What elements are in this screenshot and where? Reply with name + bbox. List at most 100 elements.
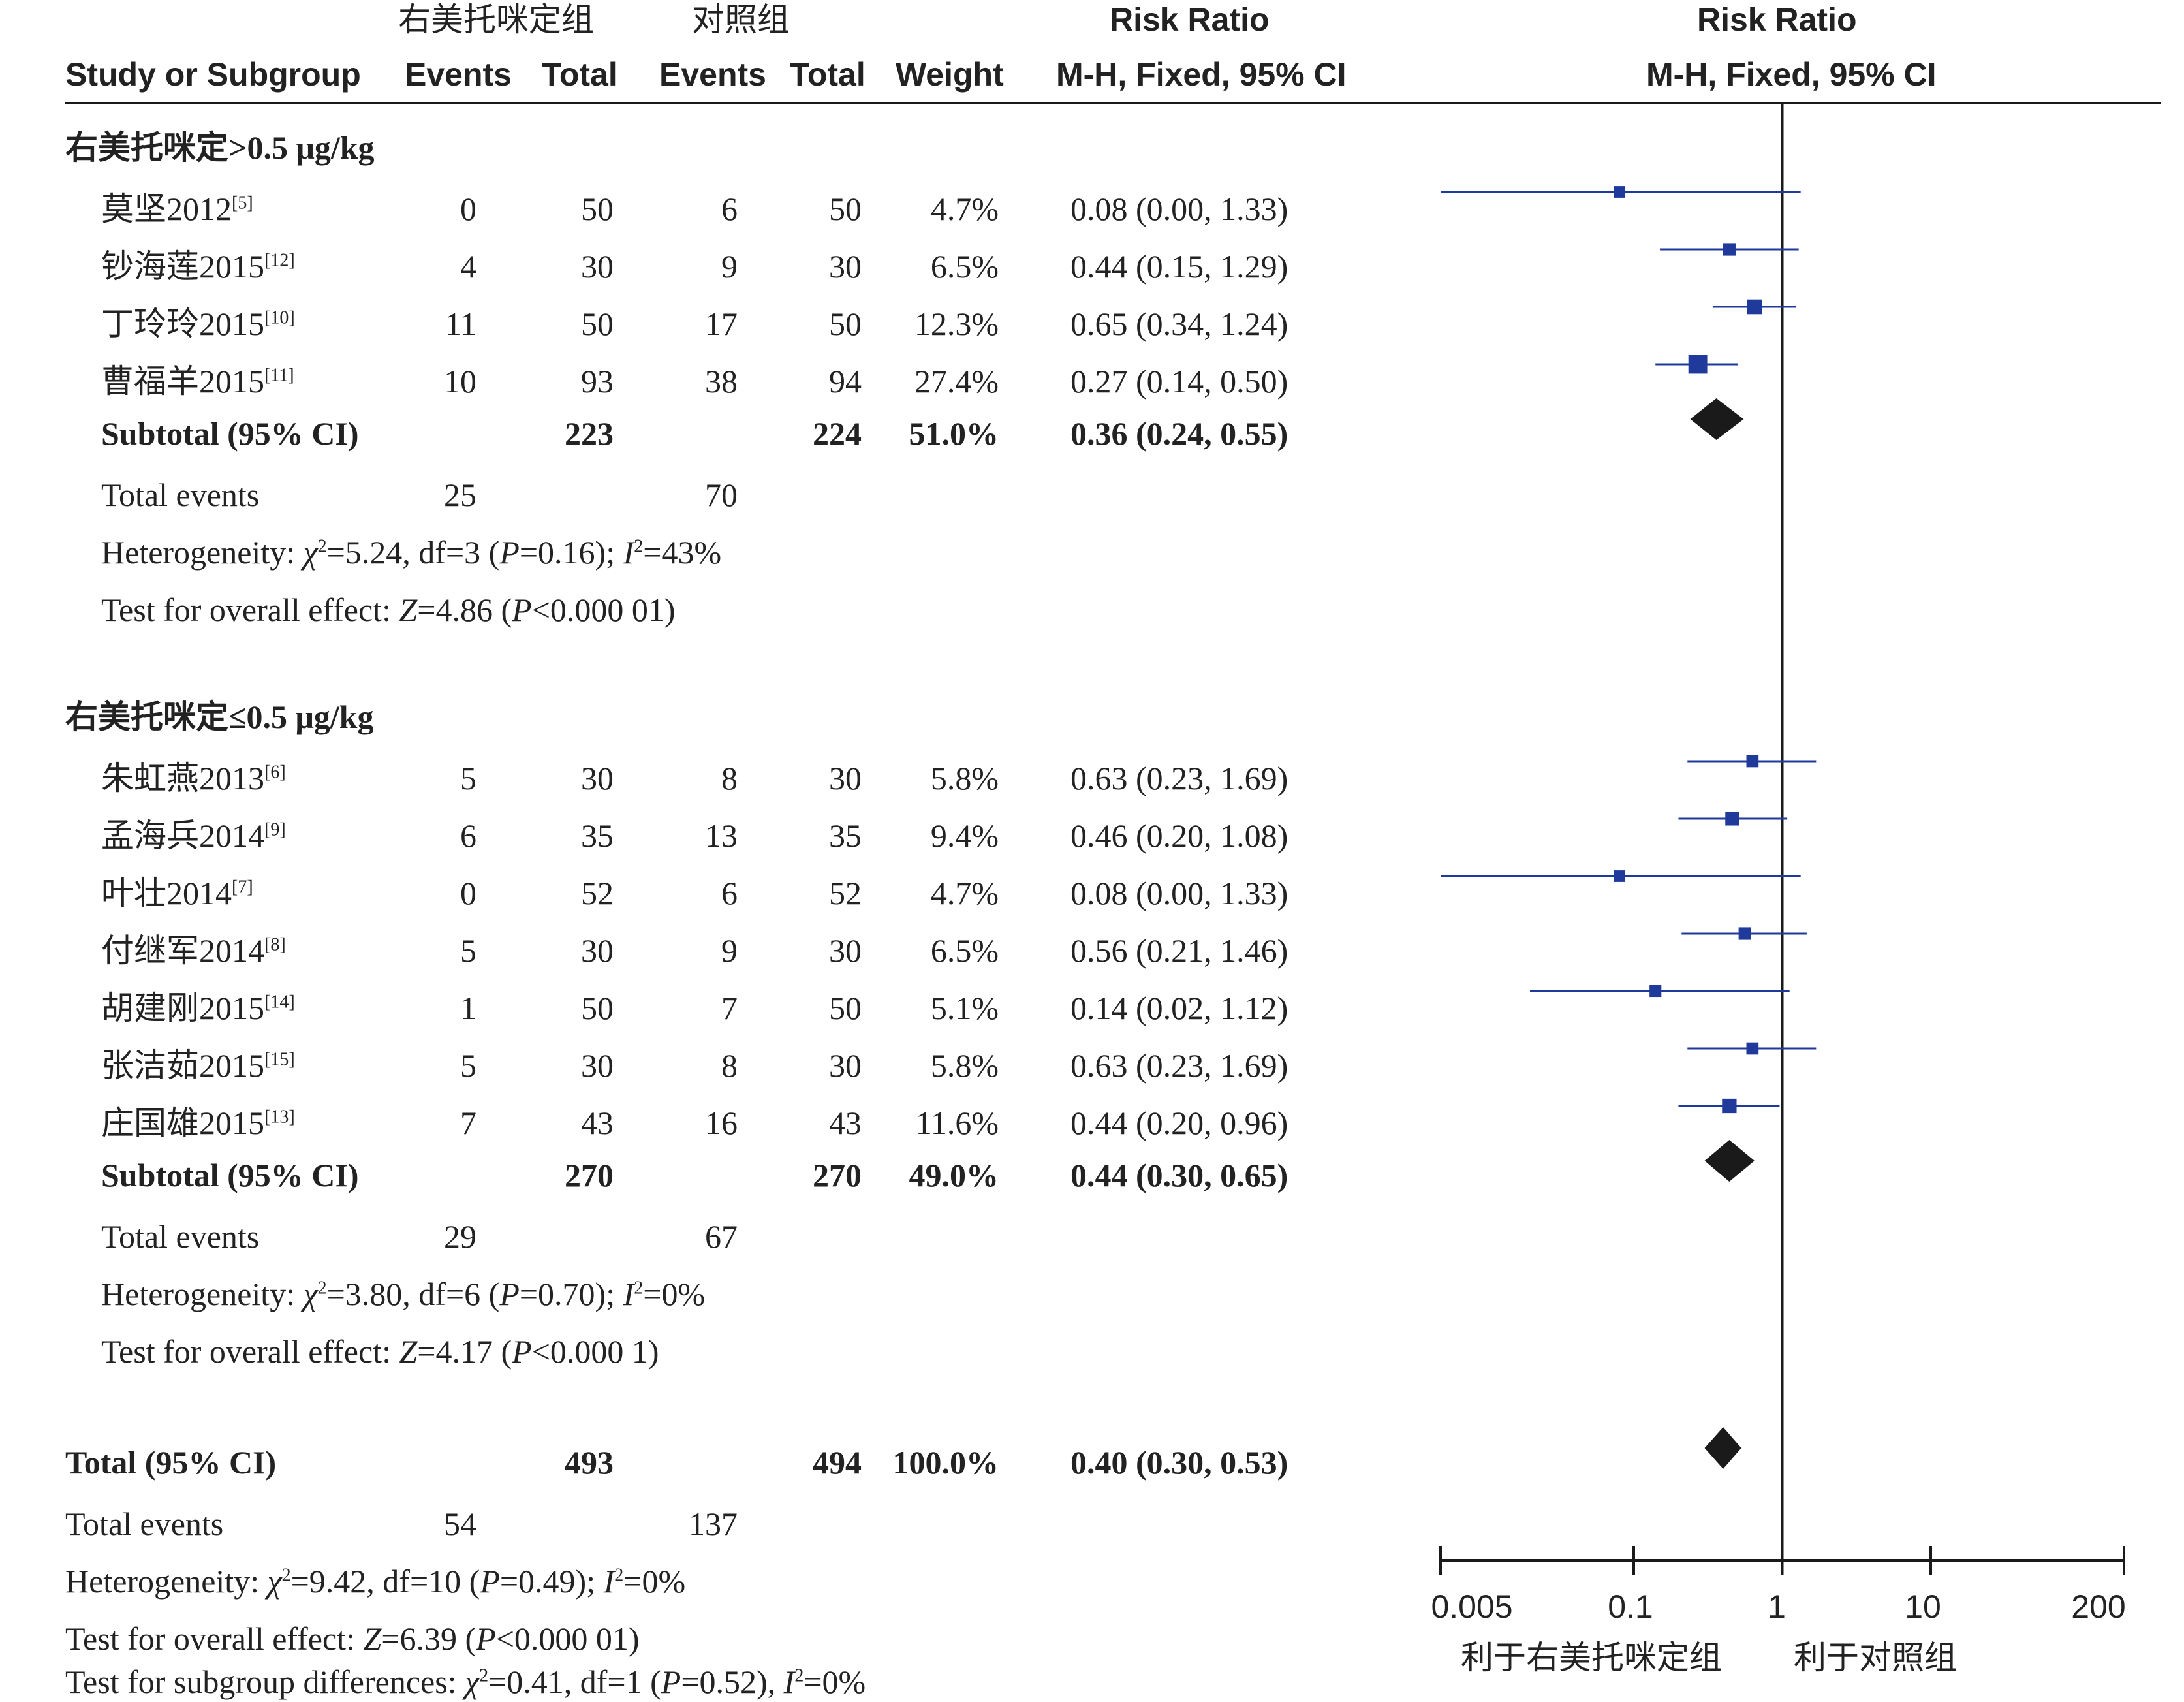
subtotal-weight: 49.0%	[909, 1157, 999, 1193]
risk-ratio-ci: 0.56 (0.21, 1.46)	[1070, 932, 1288, 969]
overall-events-treatment: 54	[444, 1505, 476, 1542]
events-control: 9	[721, 932, 738, 969]
axis-tick-label: 0.1	[1608, 1588, 1653, 1625]
study-point	[1738, 927, 1751, 940]
weight: 4.7%	[930, 875, 999, 911]
weight: 5.8%	[930, 760, 999, 796]
events-treatment: 7	[460, 1105, 476, 1141]
risk-ratio-ci: 0.08 (0.00, 1.33)	[1070, 191, 1288, 227]
total-control: 30	[829, 932, 862, 969]
subtotal-weight: 51.0%	[909, 415, 999, 452]
total-total-treatment: 493	[565, 1444, 614, 1481]
study-point	[1614, 870, 1625, 882]
study-name: 丁玲玲2015[10]	[101, 306, 295, 342]
total-control: 30	[829, 1047, 862, 1084]
study-name: 曹福羊2015[11]	[101, 363, 294, 400]
col-total1-header: Total	[542, 56, 617, 93]
total-treatment: 30	[581, 760, 614, 796]
study-name: 钞海莲2015[12]	[101, 248, 295, 285]
weight: 27.4%	[914, 363, 999, 400]
total-control: 50	[829, 306, 862, 342]
weight: 6.5%	[930, 248, 999, 285]
subtotal-ci: 0.36 (0.24, 0.55)	[1070, 415, 1288, 452]
total-weight: 100.0%	[892, 1444, 999, 1481]
study-name: 孟海兵2014[9]	[101, 817, 286, 854]
study-point	[1747, 299, 1762, 315]
group1-header: 右美托咪定组	[398, 1, 594, 38]
events-control: 17	[705, 306, 738, 342]
subtotal-ci: 0.44 (0.30, 0.65)	[1070, 1157, 1288, 1193]
overall-effect-total-text: Test for overall effect: Z=6.39 (P<0.000…	[65, 1620, 640, 1657]
subtotal-total-control: 270	[813, 1157, 862, 1193]
total-treatment: 50	[581, 306, 614, 342]
rr-title-right: Risk Ratio	[1697, 1, 1857, 38]
events-control: 8	[721, 760, 738, 796]
events-control: 8	[721, 1047, 738, 1084]
events-treatment: 0	[460, 191, 476, 227]
study-name: 胡建刚2015[14]	[101, 990, 295, 1026]
total-treatment: 50	[581, 191, 614, 227]
subgroup-differences-text: Test for subgroup differences: χ2=0.41, …	[65, 1663, 866, 1700]
weight: 5.1%	[930, 990, 999, 1026]
total-control: 52	[829, 875, 862, 911]
total-control: 30	[829, 760, 862, 796]
total-control: 50	[829, 191, 862, 227]
events-treatment: 5	[460, 932, 476, 969]
study-point	[1746, 755, 1759, 768]
events-control: 6	[721, 875, 738, 911]
study-name: 朱虹燕2013[6]	[101, 760, 286, 796]
overall-effect-text: Test for overall effect: Z=4.86 (P<0.000…	[101, 591, 676, 628]
favours-control-label: 利于对照组	[1794, 1639, 1957, 1676]
total-treatment: 30	[581, 932, 614, 969]
events-control: 38	[705, 363, 738, 400]
risk-ratio-ci: 0.46 (0.20, 1.08)	[1070, 817, 1288, 854]
risk-ratio-ci: 0.44 (0.15, 1.29)	[1070, 248, 1288, 285]
subgroup-2-title: 右美托咪定≤0.5 μg/kg	[65, 699, 374, 735]
subtotal-total-treatment: 270	[565, 1157, 614, 1193]
weight: 6.5%	[930, 932, 999, 969]
weight: 4.7%	[930, 191, 999, 227]
risk-ratio-ci: 0.63 (0.23, 1.69)	[1070, 760, 1288, 796]
total-ci: 0.40 (0.30, 0.53)	[1070, 1444, 1288, 1481]
total-total-control: 494	[813, 1444, 862, 1481]
axis-tick-label: 200	[2071, 1588, 2125, 1625]
col-total2-header: Total	[790, 56, 866, 93]
weight: 12.3%	[914, 306, 999, 342]
events-treatment: 5	[460, 760, 476, 796]
total-treatment: 50	[581, 990, 614, 1026]
subtotal-diamond	[1704, 1140, 1755, 1182]
total-control: 35	[829, 817, 862, 854]
total-treatment: 30	[581, 1047, 614, 1084]
overall-heterogeneity-text: Heterogeneity: χ2=9.42, df=10 (P=0.49); …	[65, 1563, 686, 1600]
risk-ratio-ci: 0.44 (0.20, 0.96)	[1070, 1105, 1288, 1141]
study-name: 莫坚2012[5]	[101, 191, 253, 227]
events-control: 6	[721, 191, 738, 227]
axis-tick-label: 0.005	[1431, 1588, 1512, 1625]
study-point	[1746, 1042, 1759, 1055]
rr-title-left: Risk Ratio	[1110, 1, 1270, 38]
total-label: Total (95% CI)	[65, 1444, 277, 1481]
study-name: 叶壮2014[7]	[101, 875, 253, 911]
total-diamond	[1704, 1427, 1741, 1469]
subtotal-diamond	[1690, 398, 1744, 440]
total-treatment: 93	[581, 363, 614, 400]
study-point	[1688, 355, 1708, 374]
total-treatment: 30	[581, 248, 614, 285]
risk-ratio-ci: 0.65 (0.34, 1.24)	[1070, 306, 1288, 342]
total-events-treatment: 25	[444, 477, 476, 513]
subgroup-1-title: 右美托咪定>0.5 μg/kg	[65, 129, 375, 166]
weight: 11.6%	[915, 1105, 999, 1141]
events-treatment: 1	[460, 990, 476, 1026]
total-control: 94	[829, 363, 862, 400]
events-treatment: 10	[444, 363, 476, 400]
subtotal-label: Subtotal (95% CI)	[101, 415, 359, 452]
total-events-treatment: 29	[444, 1218, 476, 1255]
study-name: 付继军2014[8]	[101, 932, 286, 969]
col-weight-header: Weight	[896, 56, 1004, 93]
study-point	[1723, 243, 1736, 256]
events-treatment: 4	[460, 248, 476, 285]
events-control: 9	[721, 248, 738, 285]
total-events-control: 70	[705, 477, 738, 513]
study-point	[1614, 186, 1625, 198]
subtotal-label: Subtotal (95% CI)	[101, 1157, 359, 1193]
